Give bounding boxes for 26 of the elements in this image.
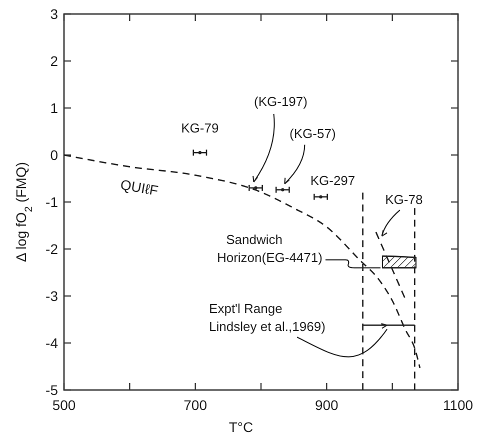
annotation: Expt'l Range Lindsley et al.,1969)	[209, 301, 326, 334]
x-tick-label: 700	[184, 397, 208, 413]
y-tick-label: -2	[46, 241, 58, 257]
point	[198, 151, 202, 154]
y-tick-label: -4	[46, 335, 58, 351]
x-tick-label: 900	[314, 397, 339, 413]
annotation: KG-78	[385, 192, 423, 208]
y-tick-label: -3	[46, 288, 58, 304]
annotation: (KG-57)	[290, 126, 336, 141]
y-tick-label: -5	[46, 382, 58, 398]
x-axis-title: T°C	[228, 419, 254, 435]
annotation: KG-297	[310, 172, 356, 188]
point	[319, 195, 322, 198]
y-tick-label: 3	[50, 6, 58, 22]
y-tick-label: 0	[50, 147, 58, 163]
x-tick-label: 500	[52, 397, 76, 413]
y-tick-label: -1	[46, 194, 58, 210]
annotation: Sandwich Horizon(EG-4471)	[216, 232, 322, 265]
y-tick-label: 2	[50, 53, 58, 69]
point	[281, 188, 284, 192]
y-tick-label: 1	[50, 100, 58, 116]
x-tick-label: 1100	[442, 397, 474, 413]
text: QUIℓF	[119, 176, 160, 199]
point	[254, 186, 258, 190]
annotation: KG-79	[181, 120, 219, 136]
annotation: (KG-197)	[254, 94, 308, 109]
